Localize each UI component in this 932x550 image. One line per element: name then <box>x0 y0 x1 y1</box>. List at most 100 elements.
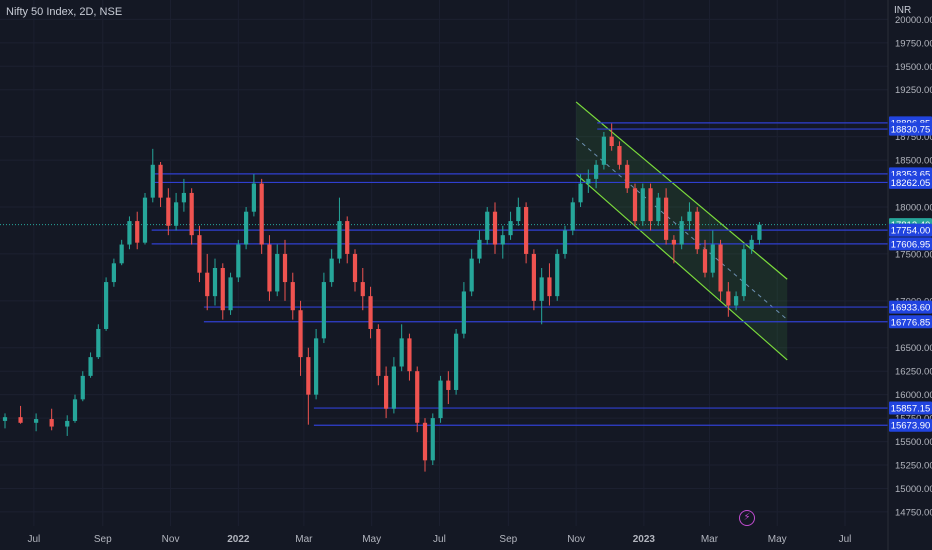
candle[interactable] <box>306 347 311 425</box>
candle[interactable] <box>150 148 155 203</box>
candle[interactable] <box>368 286 373 339</box>
candle[interactable] <box>345 216 350 264</box>
candle[interactable] <box>617 141 622 170</box>
candle[interactable] <box>710 230 715 278</box>
candle[interactable] <box>352 249 358 292</box>
candle[interactable] <box>415 366 420 433</box>
candle[interactable] <box>594 160 599 189</box>
channel-lower-line[interactable] <box>575 173 788 361</box>
candle[interactable] <box>477 230 482 264</box>
candle[interactable] <box>702 239 708 278</box>
candle[interactable] <box>500 225 505 259</box>
candle[interactable] <box>111 258 116 287</box>
candle[interactable] <box>601 131 606 170</box>
candle[interactable] <box>671 235 676 264</box>
candle[interactable] <box>72 394 78 423</box>
candle[interactable] <box>656 192 661 226</box>
candle[interactable] <box>430 413 435 466</box>
candle[interactable] <box>508 211 513 240</box>
candle[interactable] <box>749 235 754 254</box>
candle[interactable] <box>220 263 225 320</box>
candle[interactable] <box>321 272 326 344</box>
candle[interactable] <box>469 249 474 297</box>
candle[interactable] <box>329 249 334 287</box>
candle[interactable] <box>562 225 568 259</box>
candle[interactable] <box>251 174 256 217</box>
candle[interactable] <box>438 375 443 423</box>
candle[interactable] <box>679 216 684 250</box>
candle[interactable] <box>718 239 723 301</box>
candle[interactable] <box>174 192 179 231</box>
candle[interactable] <box>547 263 552 306</box>
candle[interactable] <box>267 235 272 301</box>
candle[interactable] <box>648 183 653 231</box>
candle[interactable] <box>687 202 692 231</box>
candle[interactable] <box>197 225 202 283</box>
candle[interactable] <box>34 413 39 432</box>
candle[interactable] <box>422 418 428 472</box>
candle[interactable] <box>399 324 404 372</box>
candle[interactable] <box>135 211 140 250</box>
candle[interactable] <box>376 324 381 386</box>
candle[interactable] <box>555 249 560 301</box>
price-axis[interactable]: 20000.00 19750.00 19500.00 19250.00 18750.00… <box>895 15 932 519</box>
candle[interactable] <box>446 371 451 405</box>
candle[interactable] <box>664 188 669 245</box>
candle[interactable] <box>314 328 319 400</box>
candle[interactable] <box>726 282 731 317</box>
candle[interactable] <box>228 272 233 315</box>
candle[interactable] <box>275 244 280 297</box>
candle[interactable] <box>298 300 303 376</box>
candle[interactable] <box>244 207 249 250</box>
lightning-icon[interactable]: ⚡ <box>739 510 755 526</box>
candle[interactable] <box>290 272 295 320</box>
candle[interactable] <box>578 174 583 208</box>
candle[interactable] <box>516 197 521 226</box>
candle[interactable] <box>166 188 171 236</box>
candle[interactable] <box>741 244 746 301</box>
candle[interactable] <box>181 178 186 212</box>
candle[interactable] <box>757 222 762 245</box>
time-axis[interactable]: Jul Sep Nov 2022 Mar May Jul Sep Nov 2023 Mar May Ju… <box>27 534 851 545</box>
candle[interactable] <box>127 216 132 250</box>
candle[interactable] <box>407 333 412 381</box>
candle[interactable] <box>695 207 700 254</box>
candle[interactable] <box>609 123 614 151</box>
candle[interactable] <box>391 357 396 414</box>
candles[interactable] <box>2 123 762 472</box>
candle[interactable] <box>96 324 101 360</box>
candle[interactable] <box>454 328 459 395</box>
candle[interactable] <box>531 249 536 311</box>
candle[interactable] <box>18 405 23 424</box>
candle[interactable] <box>88 352 93 378</box>
candle[interactable] <box>586 169 591 193</box>
candle[interactable] <box>104 277 109 331</box>
candle[interactable] <box>2 413 8 429</box>
candle[interactable] <box>570 197 575 236</box>
candle[interactable] <box>492 202 498 254</box>
candle[interactable] <box>640 183 645 226</box>
candle[interactable] <box>625 160 630 193</box>
candle[interactable] <box>461 282 466 339</box>
candle[interactable] <box>142 192 148 245</box>
candle[interactable] <box>205 253 210 311</box>
candle[interactable] <box>384 366 389 419</box>
candle[interactable] <box>236 239 241 283</box>
candle[interactable] <box>485 207 490 245</box>
candle[interactable] <box>734 291 739 311</box>
candle[interactable] <box>119 239 124 266</box>
candle[interactable] <box>282 239 288 301</box>
candle[interactable] <box>65 415 70 436</box>
candle[interactable] <box>539 268 544 325</box>
candle[interactable] <box>632 183 638 226</box>
candle[interactable] <box>524 202 529 264</box>
candle[interactable] <box>189 188 194 245</box>
price-levels[interactable] <box>0 122 888 426</box>
candle[interactable] <box>80 371 85 402</box>
candle[interactable] <box>212 258 218 306</box>
candle[interactable] <box>259 178 264 254</box>
candle[interactable] <box>337 197 342 264</box>
candle[interactable] <box>158 161 163 208</box>
candle[interactable] <box>49 408 54 431</box>
